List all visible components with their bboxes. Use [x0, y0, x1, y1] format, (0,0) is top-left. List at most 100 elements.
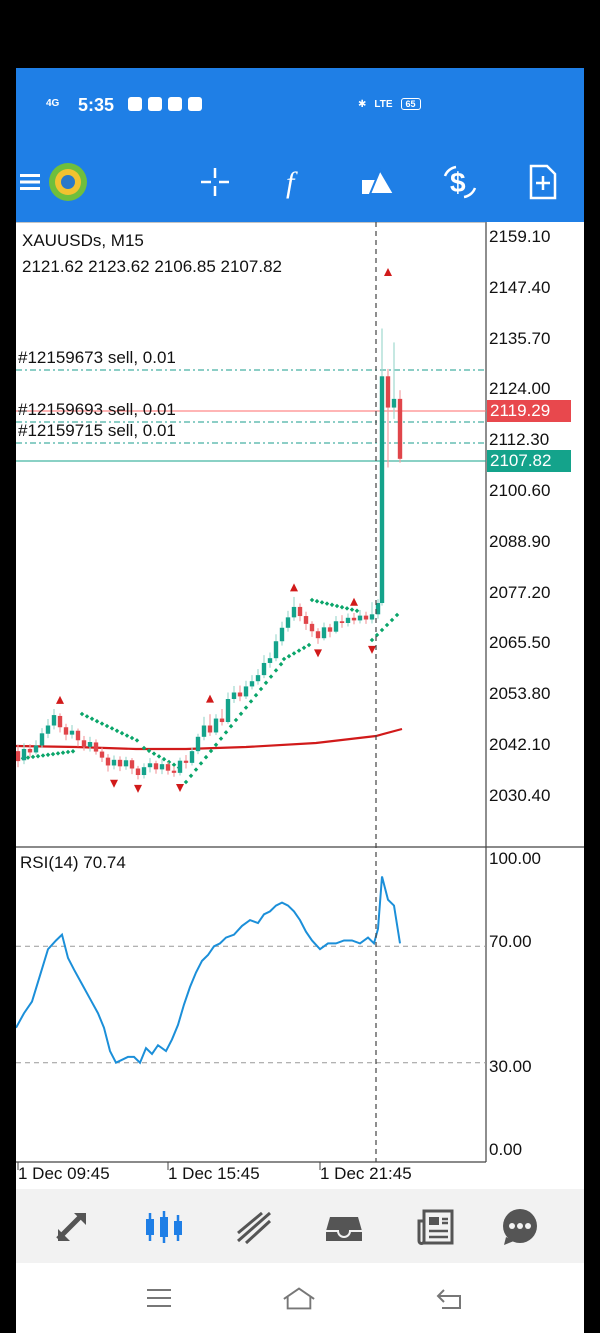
price-tick: 2030.40 — [489, 786, 551, 805]
fractal-down-arrow — [110, 779, 118, 788]
bid-price-badge: 2107.82 — [487, 450, 571, 472]
menu-icon[interactable] — [16, 160, 52, 204]
fractal-down-arrow — [134, 784, 142, 793]
candle-body — [327, 627, 333, 632]
system-status: ✱ LTE 65 — [358, 98, 421, 110]
candle-body — [375, 603, 381, 615]
recents-icon[interactable] — [142, 1281, 176, 1315]
sar-dot — [114, 728, 120, 734]
candle-body — [391, 398, 397, 408]
mail-icon — [148, 97, 162, 111]
sar-dot — [281, 656, 287, 662]
system-navigation — [16, 1263, 584, 1333]
news-icon[interactable] — [414, 1205, 458, 1249]
sar-dot — [258, 686, 264, 692]
candle-body — [33, 745, 39, 753]
candle-body — [315, 631, 321, 639]
candle-body — [117, 759, 123, 767]
candle-body — [231, 692, 237, 700]
candle-body — [45, 725, 51, 734]
sar-dot — [379, 627, 385, 633]
candle-body — [183, 760, 189, 763]
price-tick: 2088.90 — [489, 532, 551, 551]
sar-dot — [124, 733, 130, 738]
candle-body — [219, 718, 225, 723]
candle-body — [385, 376, 391, 408]
candle-body — [159, 764, 165, 770]
sar-dot — [339, 604, 345, 610]
candle-body — [141, 767, 147, 776]
price-tick: 2159.10 — [489, 227, 551, 246]
home-icon[interactable] — [282, 1281, 316, 1315]
back-icon[interactable] — [432, 1281, 466, 1315]
sar-dot — [243, 705, 249, 710]
candle-body — [123, 760, 129, 767]
price-tick: 2100.60 — [489, 481, 551, 500]
candle-body — [321, 627, 327, 639]
new-order-icon[interactable] — [521, 160, 565, 204]
rsi-label: RSI(14) 70.74 — [20, 853, 126, 872]
chart-area[interactable]: XAUUSDs, M15 2121.62 2123.62 2106.85 210… — [16, 222, 584, 1242]
battery-indicator: 65 — [400, 98, 421, 110]
candle-body — [213, 718, 219, 733]
volte-indicator: LTE — [374, 98, 393, 110]
candle-body — [363, 615, 369, 620]
chat-icon[interactable] — [498, 1205, 542, 1249]
sar-dot — [198, 761, 204, 766]
bluetooth-icon: ✱ — [358, 98, 367, 110]
metatrader-logo[interactable] — [46, 160, 90, 204]
objects-icon[interactable] — [356, 160, 400, 204]
sar-dot — [273, 668, 279, 673]
sar-dot — [45, 752, 51, 758]
youtube-icon — [128, 97, 142, 111]
crosshair-icon[interactable] — [193, 160, 237, 204]
candle-body — [255, 675, 261, 682]
missed-call-icon — [168, 97, 182, 111]
sar-dot — [218, 736, 224, 741]
candle-body — [51, 715, 57, 726]
bottom-navigation — [16, 1189, 584, 1263]
sar-dot — [156, 754, 162, 759]
trade-dollar-icon[interactable]: $ — [438, 160, 482, 204]
sar-dot — [248, 699, 254, 704]
history-icon[interactable] — [322, 1205, 366, 1249]
trade-icon[interactable] — [232, 1205, 276, 1249]
chart-icon[interactable] — [142, 1205, 186, 1249]
order-label-3[interactable]: #12159715 sell, 0.01 — [18, 421, 176, 440]
sar-dot — [324, 601, 330, 606]
app-screen: 4G 5:35 ✱ LTE 65 f $ — [16, 68, 584, 1333]
candle-body — [99, 751, 105, 758]
candle-body — [297, 606, 303, 617]
order-label-1[interactable]: #12159673 sell, 0.01 — [18, 348, 176, 367]
candle-body — [345, 617, 351, 623]
symbol-label: XAUUSDs, M15 — [22, 231, 144, 250]
candle-body — [105, 757, 111, 766]
sar-dot — [344, 606, 350, 611]
candle-body — [129, 760, 135, 769]
sar-dot — [314, 598, 320, 604]
candle-body — [16, 751, 21, 762]
sar-dot — [286, 653, 292, 659]
sar-dot — [384, 622, 390, 628]
function-icon[interactable]: f — [273, 160, 317, 204]
sar-dot — [183, 779, 189, 785]
quotes-icon[interactable] — [50, 1205, 94, 1249]
sar-dot — [213, 742, 219, 748]
time-tick: 1 Dec 09:45 — [18, 1164, 110, 1183]
time-tick: 1 Dec 15:45 — [168, 1164, 260, 1183]
sar-dot — [79, 711, 85, 717]
candle-body — [195, 736, 201, 752]
candle-body — [93, 742, 99, 752]
candle-body — [21, 748, 27, 761]
candle-body — [153, 763, 159, 770]
chart-canvas[interactable] — [16, 222, 584, 1242]
sar-dot — [301, 645, 307, 651]
notification-icons — [128, 97, 202, 111]
sar-dot — [389, 617, 395, 623]
svg-text:f: f — [286, 166, 298, 199]
sar-dot — [35, 753, 41, 759]
candle-body — [309, 623, 315, 632]
order-label-2[interactable]: #12159693 sell, 0.01 — [18, 400, 176, 419]
candle-body — [27, 748, 33, 753]
time-tick: 1 Dec 21:45 — [320, 1164, 412, 1183]
